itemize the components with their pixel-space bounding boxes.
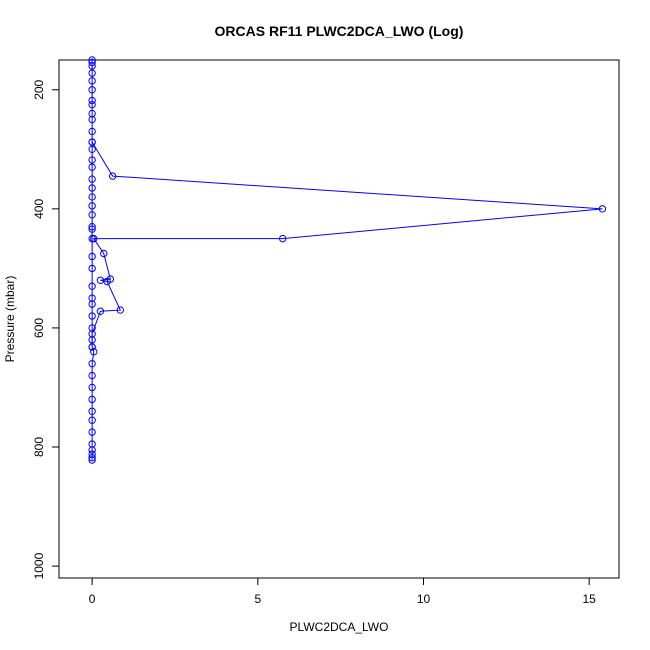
data-point xyxy=(88,69,96,77)
data-point xyxy=(116,306,125,314)
data-point xyxy=(88,252,96,261)
data-point xyxy=(88,96,96,105)
data-point xyxy=(88,115,96,124)
data-point xyxy=(88,343,96,351)
data-point xyxy=(88,234,96,243)
data-point xyxy=(88,324,96,332)
data-point xyxy=(88,163,96,171)
data-point xyxy=(88,77,96,85)
data-point xyxy=(88,138,96,146)
data-point xyxy=(88,282,96,290)
x-tick-label: 5 xyxy=(254,592,261,606)
data-point xyxy=(96,307,105,315)
data-point xyxy=(88,211,96,219)
data-point xyxy=(88,184,96,192)
plot-area xyxy=(88,56,607,464)
data-point xyxy=(88,223,96,231)
data-point xyxy=(88,336,96,344)
data-point xyxy=(103,277,111,286)
x-tick-label: 10 xyxy=(417,592,431,606)
data-point xyxy=(88,175,96,183)
data-point xyxy=(88,446,96,454)
y-axis: 200 400 600 800 1000 xyxy=(32,79,60,579)
data-point xyxy=(88,407,96,415)
data-point xyxy=(88,383,96,392)
chart-title: ORCAS RF11 PLWC2DCA_LWO (Log) xyxy=(215,23,464,39)
data-point xyxy=(88,100,96,109)
x-tick-label: 0 xyxy=(89,592,96,606)
data-point xyxy=(88,225,96,233)
data-point xyxy=(88,202,96,210)
data-point xyxy=(88,300,96,308)
data-point xyxy=(88,456,96,464)
data-point xyxy=(88,62,96,70)
data-point xyxy=(88,86,96,94)
y-axis-label: Pressure (mbar) xyxy=(3,276,17,363)
data-point xyxy=(88,145,96,154)
data-point xyxy=(88,193,96,201)
data-point xyxy=(88,264,96,273)
data-point xyxy=(598,205,607,213)
data-point xyxy=(88,312,96,320)
x-tick-label: 15 xyxy=(582,592,596,606)
data-point xyxy=(88,428,96,436)
x-axis-label: PLWC2DCA_LWO xyxy=(290,620,389,634)
data-point xyxy=(278,234,287,243)
series-line xyxy=(91,60,603,461)
y-tick-label: 600 xyxy=(32,318,46,338)
data-point xyxy=(88,359,96,368)
data-point xyxy=(88,416,96,424)
data-point xyxy=(88,58,96,67)
data-point xyxy=(88,156,96,164)
data-point xyxy=(88,371,96,380)
data-point xyxy=(88,127,96,136)
data-point xyxy=(90,348,98,356)
y-tick-label: 800 xyxy=(32,437,46,457)
y-tick-label: 200 xyxy=(32,79,46,99)
x-axis: 0 5 10 15 xyxy=(89,577,596,606)
data-point xyxy=(88,395,96,404)
y-tick-label: 1000 xyxy=(32,552,46,579)
data-point xyxy=(108,172,117,180)
data-point xyxy=(88,454,96,462)
y-tick-label: 400 xyxy=(32,199,46,219)
data-point xyxy=(100,249,108,258)
